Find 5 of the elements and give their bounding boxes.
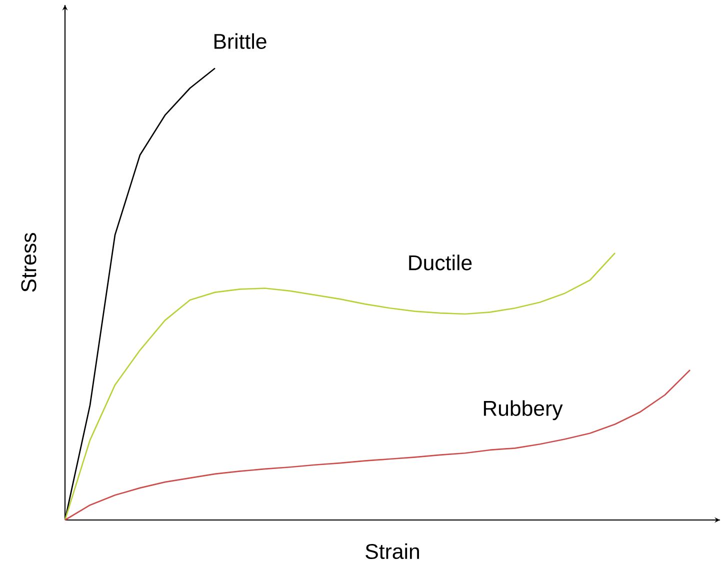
x-axis-title: Strain bbox=[366, 543, 419, 560]
series-label: Rubbery bbox=[484, 400, 563, 420]
y-axis-title: Stress bbox=[21, 233, 36, 292]
series-label: Ductile bbox=[409, 254, 472, 270]
series-label: Brittle bbox=[214, 33, 266, 49]
